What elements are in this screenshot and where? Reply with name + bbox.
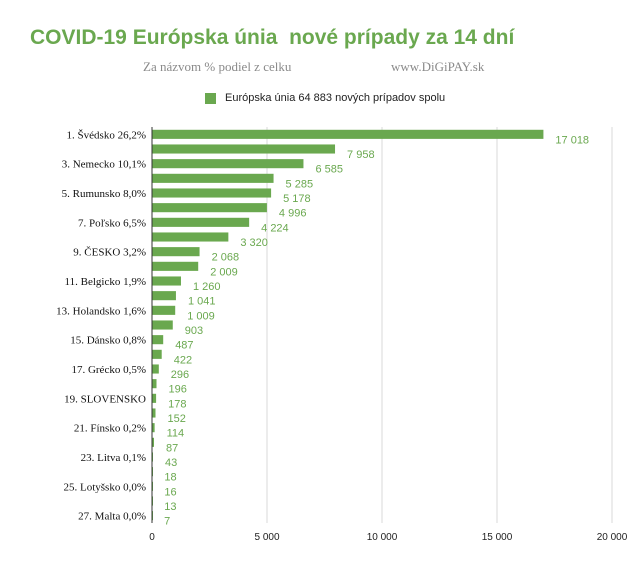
value-label: 3 320: [240, 237, 268, 249]
category-label: 9. ČESKO 3,2%: [73, 247, 146, 259]
bar: [152, 364, 159, 374]
value-label: 2 009: [210, 266, 238, 278]
value-label: 7: [164, 516, 170, 528]
value-label: 16: [164, 486, 176, 498]
category-label: 21. Fínsko 0,2%: [74, 423, 146, 435]
bar: [152, 144, 336, 154]
bar: [152, 203, 267, 213]
bar: [152, 276, 181, 286]
bar: [152, 232, 229, 242]
value-label: 13: [164, 501, 176, 513]
x-tick-label: 15 000: [482, 532, 513, 543]
legend-swatch: [205, 92, 216, 104]
value-label: 114: [167, 428, 185, 440]
bar: [152, 261, 199, 271]
value-label: 17 018: [555, 134, 589, 146]
value-label: 7 958: [347, 149, 375, 161]
category-label: 27. Malta 0,0%: [78, 511, 146, 523]
legend: Európska únia 64 883 nových prípadov spo…: [205, 92, 445, 104]
x-tick-label: 20 000: [597, 532, 628, 543]
bar: [152, 393, 157, 403]
bar: [152, 291, 176, 301]
bar: [152, 217, 250, 227]
x-tick-label: 10 000: [367, 532, 398, 543]
value-label: 178: [168, 398, 186, 410]
bar: [152, 159, 304, 169]
category-label: 19. SLOVENSKO: [64, 393, 146, 405]
value-label: 18: [164, 472, 176, 484]
category-label: 23. Litva 0,1%: [81, 452, 146, 464]
bar: [152, 173, 274, 183]
value-label: 196: [169, 384, 187, 396]
value-label: 4 996: [279, 208, 307, 220]
category-label: 15. Dánsko 0,8%: [70, 335, 146, 347]
bar: [152, 437, 155, 447]
value-label: 487: [175, 340, 193, 352]
x-tick-label: 5 000: [254, 532, 279, 543]
bar: [152, 129, 544, 139]
category-label: 17. Grécko 0,5%: [71, 364, 146, 376]
bar: [152, 349, 162, 359]
value-label: 5 178: [283, 193, 311, 205]
value-label: 422: [174, 354, 192, 366]
bar: [152, 305, 176, 315]
bar: [152, 408, 156, 418]
category-label: 25. Lotyšsko 0,0%: [64, 481, 147, 493]
value-label: 2 068: [212, 252, 240, 264]
value-label: 43: [165, 457, 177, 469]
x-tick-label: 0: [149, 532, 155, 543]
bar: [152, 320, 173, 330]
value-label: 903: [185, 325, 203, 337]
value-label: 4 224: [261, 222, 289, 234]
category-label: 13. Holandsko 1,6%: [56, 305, 146, 317]
chart-title: COVID-19 Európska únia nové prípady za 1…: [30, 26, 515, 49]
category-label: 1. Švédsko 26,2%: [67, 129, 146, 141]
bar: [152, 188, 272, 198]
bar: [152, 247, 200, 257]
value-label: 1 260: [193, 281, 221, 293]
value-label: 296: [171, 369, 189, 381]
chart-subtitle: Za názvom % podiel z celku: [143, 59, 292, 74]
category-label: 3. Nemecko 10,1%: [62, 159, 146, 171]
category-label: 7. Poľsko 6,5%: [78, 217, 146, 229]
category-label: 11. Belgicko 1,9%: [65, 276, 146, 288]
value-label: 6 585: [315, 164, 343, 176]
value-label: 87: [166, 442, 178, 454]
value-label: 1 041: [188, 296, 216, 308]
source-label: www.DiGiPAY.sk: [391, 59, 485, 74]
bar: [152, 423, 155, 433]
value-label: 1 009: [187, 310, 215, 322]
value-label: 152: [167, 413, 185, 425]
bar: [152, 335, 164, 345]
bar: [152, 379, 157, 389]
legend-label: Európska únia 64 883 nových prípadov spo…: [225, 92, 446, 104]
category-label: 5. Rumunsko 8,0%: [62, 188, 146, 200]
value-label: 5 285: [286, 178, 314, 190]
